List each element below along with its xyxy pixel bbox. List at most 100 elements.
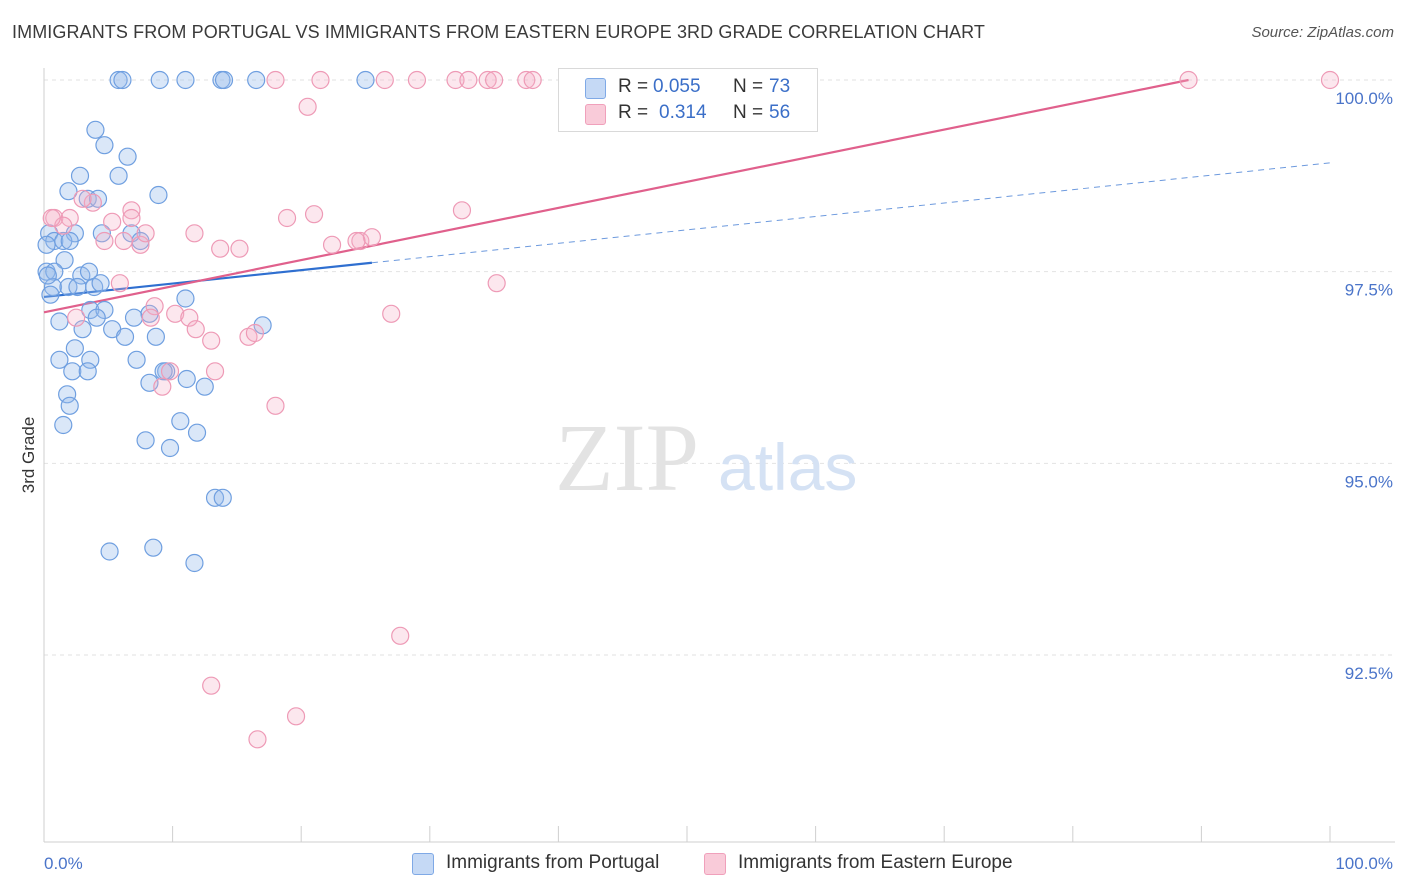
point-portugal	[87, 308, 106, 327]
point-eastern	[245, 323, 265, 343]
point-eastern	[103, 212, 122, 231]
y-tick-label: 100.0%	[1335, 89, 1393, 108]
point-eastern	[202, 331, 221, 350]
point-portugal	[59, 182, 78, 201]
x-tick-label: 100.0%	[1335, 854, 1393, 873]
watermark-zip: ZIP	[555, 404, 699, 511]
trend-line-eastern	[43, 78, 1189, 314]
point-eastern	[523, 70, 542, 90]
point-portugal	[60, 231, 79, 251]
point-portugal	[185, 553, 204, 573]
point-portugal	[50, 350, 69, 369]
data-points	[37, 70, 1340, 749]
point-portugal	[55, 251, 74, 270]
point-eastern	[67, 308, 86, 327]
point-portugal	[60, 396, 79, 415]
y-tick-label: 95.0%	[1345, 472, 1393, 491]
point-eastern	[122, 201, 141, 220]
point-portugal	[146, 327, 165, 346]
point-portugal	[171, 412, 190, 431]
point-eastern	[95, 231, 114, 251]
y-tick-label: 97.5%	[1345, 281, 1393, 300]
point-eastern	[375, 70, 394, 90]
point-eastern	[351, 231, 370, 251]
point-portugal	[149, 185, 168, 205]
point-portugal	[109, 70, 128, 90]
point-portugal	[70, 166, 90, 185]
legend-r-label: R =	[618, 76, 649, 97]
point-portugal	[214, 70, 234, 90]
bottom-legend-label-eastern: Immigrants from Eastern Europe	[738, 852, 1013, 873]
point-eastern	[298, 97, 317, 116]
point-eastern	[304, 205, 324, 224]
point-portugal	[68, 277, 87, 297]
bottom-legend-swatch-portugal	[412, 853, 434, 875]
point-eastern	[459, 70, 478, 90]
point-portugal	[356, 70, 375, 90]
chart-title: IMMIGRANTS FROM PORTUGAL VS IMMIGRANTS F…	[12, 22, 986, 42]
point-portugal	[213, 488, 232, 507]
point-portugal	[127, 350, 146, 369]
point-eastern	[1179, 70, 1198, 90]
point-portugal	[37, 235, 56, 254]
point-eastern	[311, 70, 330, 90]
point-portugal	[95, 300, 114, 320]
y-tick-label: 92.5%	[1345, 664, 1393, 683]
point-eastern	[1320, 70, 1340, 90]
point-eastern	[266, 70, 285, 90]
point-portugal	[150, 70, 169, 90]
point-eastern	[202, 676, 221, 695]
point-eastern	[266, 396, 285, 415]
point-eastern	[286, 707, 306, 726]
point-eastern	[347, 231, 366, 251]
legend-n-label: N =	[733, 102, 764, 123]
point-portugal	[136, 431, 155, 450]
point-eastern	[42, 208, 61, 228]
correlation-legend: R = 0.055 N = 73 R = 0.314 N = 56	[558, 68, 818, 132]
point-eastern	[485, 70, 504, 90]
source-attribution: Source: ZipAtlas.com	[1251, 24, 1394, 41]
point-eastern	[166, 304, 185, 323]
point-eastern	[452, 201, 472, 220]
legend-swatch-eastern	[585, 104, 606, 125]
tick-labels: 92.5% 95.0% 97.5% 100.0% 0.0% 100.0%	[44, 89, 1393, 873]
point-portugal	[73, 320, 92, 339]
point-portugal	[205, 488, 225, 507]
point-portugal	[124, 308, 144, 327]
point-portugal	[95, 136, 114, 155]
bottom-legend-label-portugal: Immigrants from Portugal	[446, 852, 660, 873]
point-eastern	[153, 377, 172, 396]
x-tick-label: 0.0%	[44, 854, 83, 873]
legend-n-value-portugal: 73	[769, 76, 791, 97]
point-eastern	[382, 304, 401, 323]
point-portugal	[58, 385, 77, 404]
point-portugal	[86, 120, 105, 139]
point-eastern	[110, 274, 129, 293]
point-portugal	[78, 362, 97, 381]
point-eastern	[446, 70, 465, 90]
point-eastern	[141, 308, 160, 327]
trend-line-extension-portugal	[371, 162, 1331, 264]
point-eastern	[407, 70, 427, 90]
point-portugal	[247, 70, 266, 90]
point-eastern	[391, 626, 410, 645]
point-eastern	[517, 70, 536, 90]
point-eastern	[248, 730, 267, 749]
point-eastern	[185, 224, 204, 243]
legend-r-value-eastern: 0.314	[659, 102, 707, 123]
watermark-atlas: atlas	[718, 430, 857, 504]
point-eastern	[131, 235, 150, 254]
point-portugal	[154, 362, 173, 381]
point-eastern	[322, 235, 342, 254]
point-portugal	[41, 285, 60, 304]
point-portugal	[176, 289, 195, 308]
point-portugal	[38, 266, 57, 285]
point-eastern	[83, 193, 102, 212]
legend-n-label: N =	[733, 76, 764, 97]
point-portugal	[100, 542, 119, 561]
point-portugal	[81, 350, 100, 369]
point-portugal	[65, 339, 84, 358]
point-portugal	[195, 377, 214, 396]
point-portugal	[160, 438, 180, 458]
